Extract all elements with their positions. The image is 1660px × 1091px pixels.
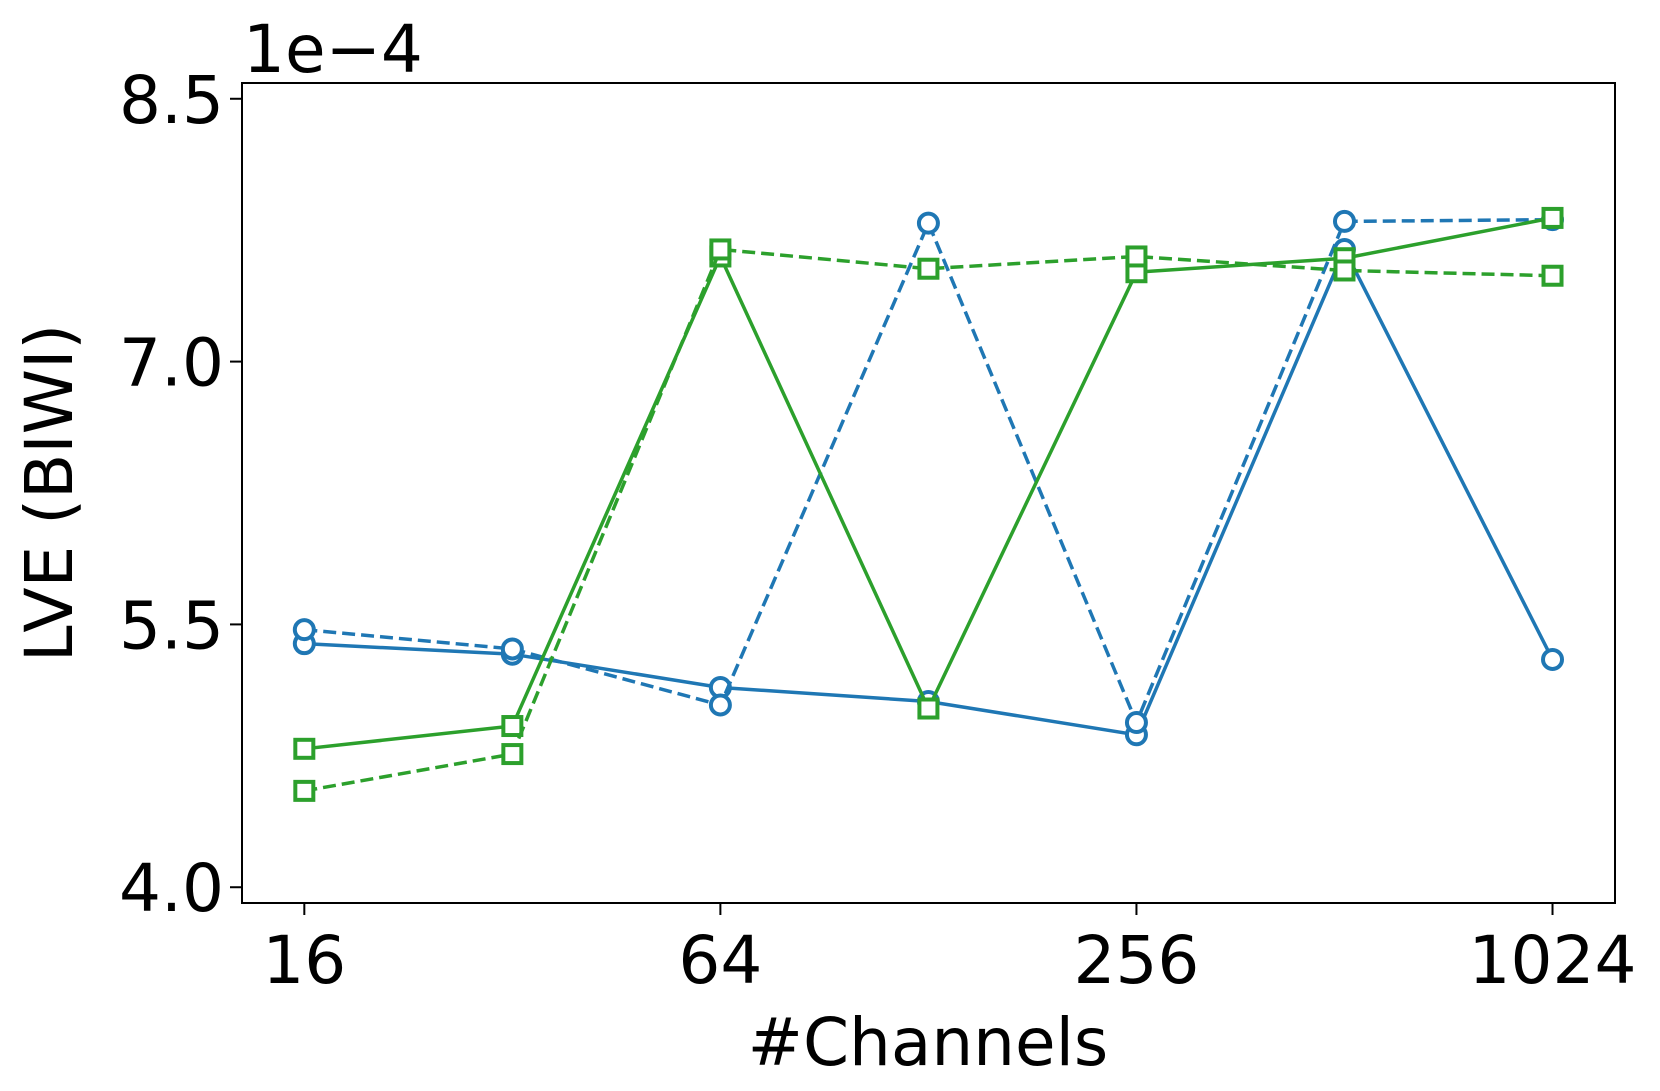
plot-frame [241, 82, 1616, 904]
x-tick-label: 64 [678, 922, 762, 999]
square-marker [1541, 264, 1564, 287]
y-tick-label: 7.0 [119, 325, 224, 402]
circle-marker [292, 618, 316, 642]
offset-text: 1e−4 [243, 11, 423, 88]
square-marker [501, 715, 524, 738]
x-axis-label: #Channels [748, 1004, 1109, 1081]
circle-marker [708, 693, 732, 717]
square-marker [293, 779, 316, 802]
square-marker [1541, 206, 1564, 229]
y-tick-label: 8.5 [119, 62, 224, 139]
circle-marker [1124, 711, 1148, 735]
square-marker [1125, 245, 1148, 268]
square-marker [293, 737, 316, 760]
square-marker [917, 697, 940, 720]
series-line [304, 216, 1553, 751]
y-tick-label: 4.0 [119, 850, 224, 927]
circle-marker [1332, 209, 1356, 233]
square-marker [1333, 259, 1356, 282]
series-line [304, 245, 1555, 737]
square-marker [501, 743, 524, 766]
x-tick-label: 16 [262, 922, 346, 999]
x-tick-label: 256 [1073, 922, 1199, 999]
square-marker [917, 257, 940, 280]
y-axis-label: LVE (BIWI) [11, 324, 88, 662]
square-marker [709, 238, 732, 261]
circle-marker [500, 637, 524, 661]
circle-marker [1541, 647, 1565, 671]
x-tick-label: 1024 [1469, 922, 1637, 999]
circle-marker [916, 211, 940, 235]
series-line [304, 217, 1553, 728]
y-tick-label: 5.5 [119, 587, 224, 664]
